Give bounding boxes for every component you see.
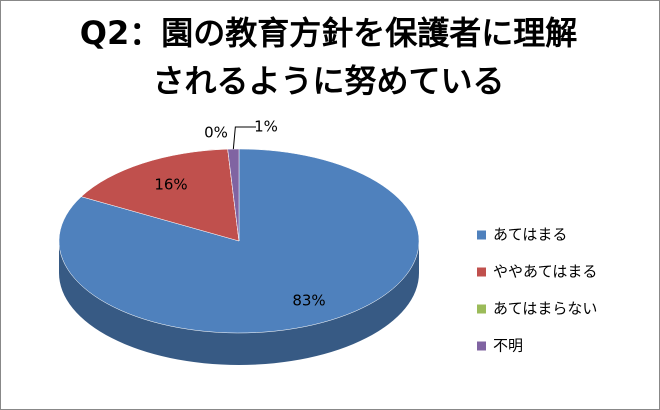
slice: [58, 148, 420, 334]
legend-label: あてはまる: [493, 226, 567, 244]
slice-side: [59, 241, 419, 365]
legend-label: ややあてはまる: [493, 263, 597, 281]
data-label: 0%: [204, 124, 228, 142]
slice: [80, 148, 240, 242]
legend-swatch: [477, 267, 486, 277]
slice: [227, 148, 240, 242]
data-label: 83%: [292, 292, 325, 310]
legend-swatch: [477, 304, 486, 314]
legend-swatch: [477, 341, 486, 351]
data-label: 16%: [154, 176, 187, 194]
legend-label: あてはまらない: [493, 300, 597, 318]
legend-label: 不明: [493, 337, 523, 355]
legend-swatch: [477, 230, 486, 240]
leader-line: [232, 126, 256, 150]
data-label: 1%: [254, 118, 278, 136]
chart-title: Q2：園の教育方針を保護者に理解されるように努めている: [79, 14, 578, 100]
